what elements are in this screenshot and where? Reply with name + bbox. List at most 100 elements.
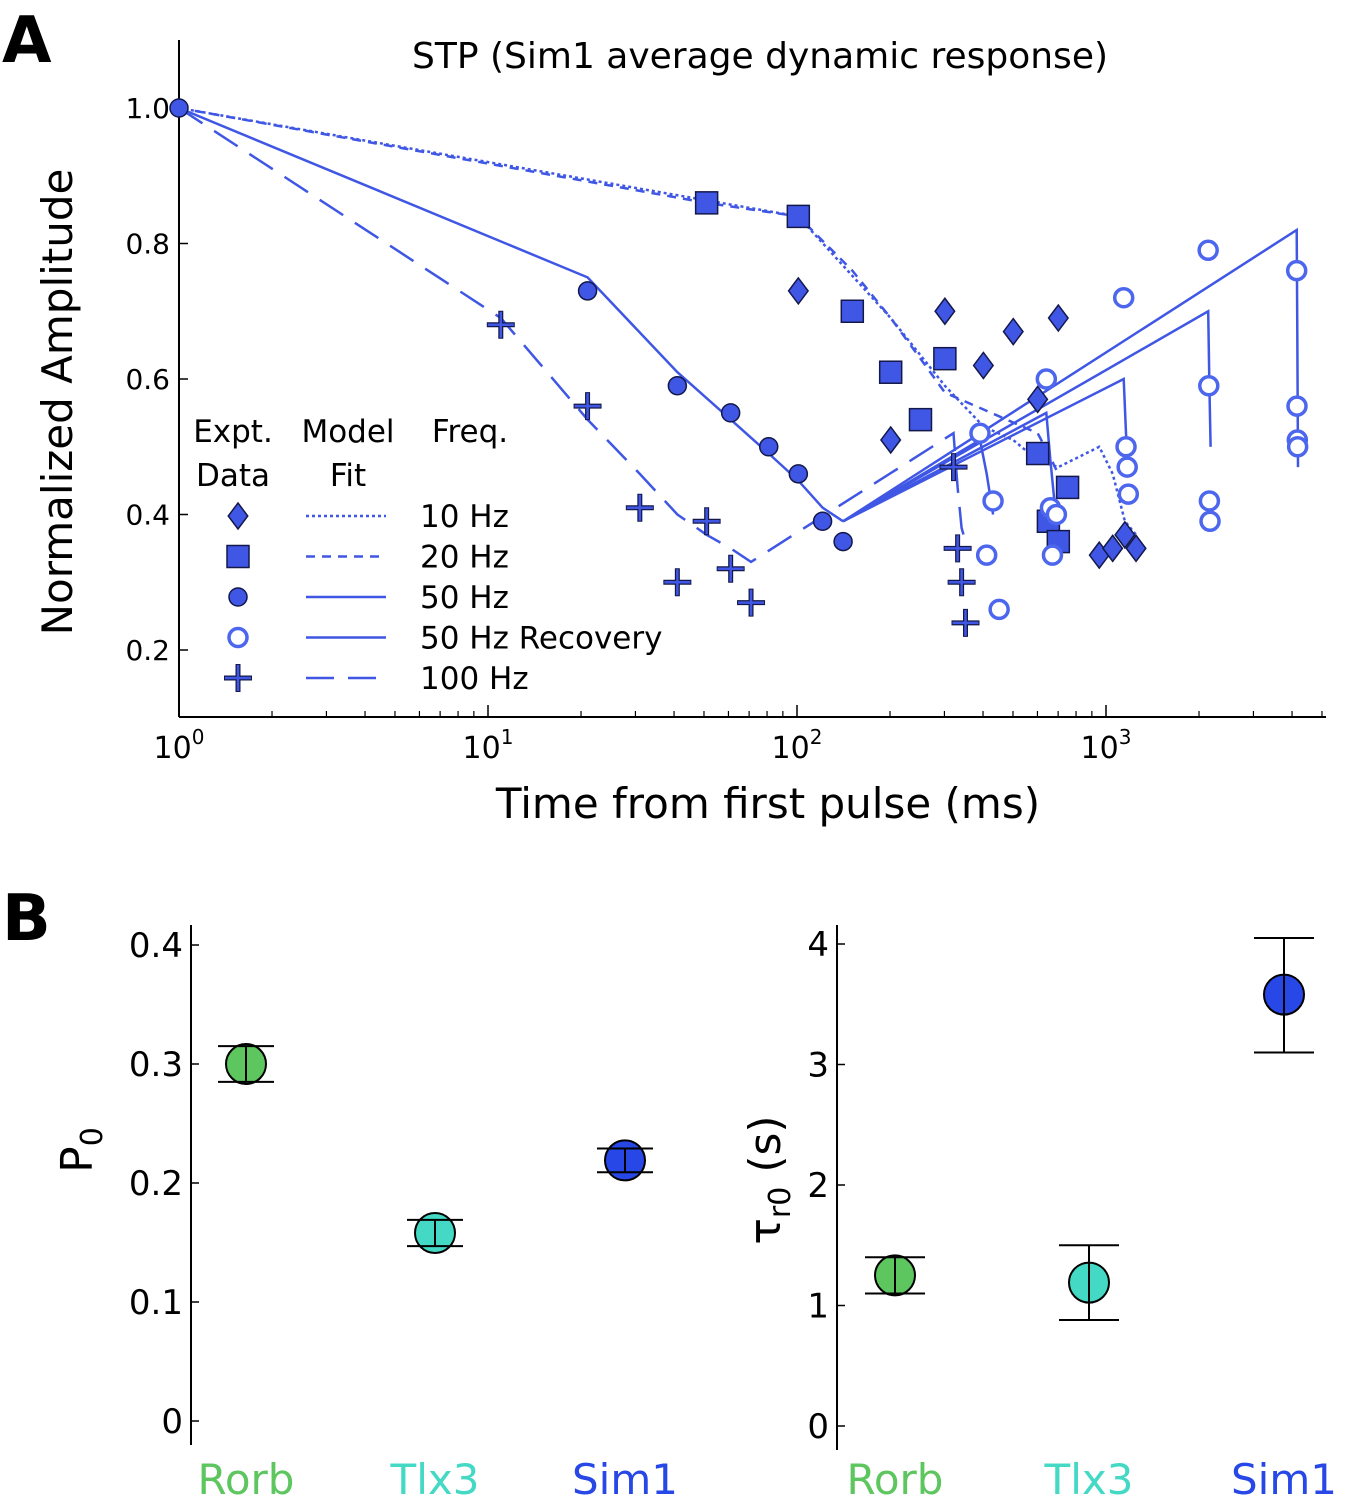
legend-header-data-line2: Data [196, 458, 270, 494]
data-point-50-hz-recovery [1035, 368, 1058, 390]
p0-y-tick-label: 0.1 [129, 1283, 183, 1323]
data-point-100-hz-inner [626, 494, 653, 521]
data-point-100-hz-inner [940, 454, 967, 481]
legend-label-50-hz: 50 Hz [420, 580, 509, 616]
data-point-100-hz-inner [952, 609, 979, 636]
data-point-50-hz-recovery [975, 544, 998, 566]
data-point-50-hz [788, 464, 809, 484]
p0-category-label-tlx3: Tlx3 [390, 1455, 480, 1500]
data-point-10-hz [1114, 520, 1136, 550]
model-line-20-hz [178, 106, 1069, 489]
p0-y-tick-label: 0.2 [129, 1164, 183, 1204]
stp-chart: STP (Sim1 average dynamic response) Norm… [33, 36, 1326, 828]
data-point-20-hz [933, 346, 957, 371]
legend-header-data-line1: Expt. [193, 414, 273, 450]
data-point-50-hz-recovery [969, 422, 991, 444]
data-point-50-hz [667, 376, 688, 396]
data-point-10-hz [1002, 317, 1024, 346]
data-point-50-hz-recovery [1198, 375, 1220, 397]
data-point-20-hz [1025, 441, 1050, 466]
stp-y-tick-label: 0.6 [125, 363, 170, 396]
tau-y-tick-label: 2 [807, 1166, 829, 1206]
model-line-100-hz [178, 106, 967, 564]
data-point-50-hz-recovery [1286, 436, 1309, 458]
data-point-10-hz [1125, 534, 1147, 563]
data-point-10-hz [1047, 303, 1070, 333]
data-point-100-hz-inner [574, 393, 601, 420]
stp-x-tick-label: 100 [154, 725, 205, 766]
model-line-50-hz [178, 106, 844, 523]
model-line-50-hz-recovery [842, 309, 1212, 523]
stp-x-axis-label: Time from first pulse (ms) [495, 779, 1040, 828]
stp-x-tick-label: 102 [772, 725, 823, 766]
data-point-20-hz [840, 299, 865, 323]
data-point-10-hz [972, 351, 995, 380]
stp-legend: Expt. Data Model Fit Freq. 10 Hz 20 Hz 50 … [193, 414, 662, 697]
data-point-50-hz-recovery [988, 598, 1010, 621]
data-point-50-hz-recovery [1117, 483, 1140, 505]
data-point-100-hz-inner [664, 569, 691, 596]
data-point-10-hz [934, 297, 956, 326]
tau-category-label-sim1: Sim1 [1231, 1455, 1337, 1500]
p0-chart: P0 0 0.1 0.2 0.3 0.4 Rorb Tlx3 Sim1 [52, 925, 678, 1500]
data-point-10-hz [787, 276, 810, 306]
legend-marker-50-hz-recovery [227, 626, 249, 649]
legend-header-model-line1: Model [301, 414, 394, 450]
data-point-50-hz-recovery [1285, 259, 1308, 282]
stp-y-axis-label: Normalized Amplitude [33, 169, 82, 636]
data-point-20-hz [908, 407, 933, 432]
stp-x-tick-label: 103 [1081, 725, 1132, 766]
tau-y-tick-label: 3 [807, 1046, 829, 1086]
data-point-50-hz-recovery [1286, 395, 1308, 417]
data-point-100-hz-inner [944, 535, 971, 562]
stp-y-tick-label: 0.8 [125, 228, 170, 261]
legend-label-100-hz: 100 Hz [420, 661, 529, 697]
data-point-20-hz [786, 204, 811, 229]
data-point-100-hz-inner [693, 508, 720, 535]
data-point-20-hz [694, 191, 719, 215]
data-point-50-hz-recovery [1045, 503, 1068, 526]
legend-marker-20-hz [226, 544, 250, 569]
panel-a-label: A [2, 4, 52, 78]
p0-y-tick-label: 0.4 [129, 926, 183, 966]
panel-b-label: B [2, 882, 51, 956]
data-point-50-hz-recovery [982, 490, 1004, 512]
tau-y-tick-label: 1 [807, 1287, 829, 1327]
model-line-10-hz [178, 106, 1138, 536]
tau-y-tick-label: 4 [807, 925, 829, 965]
data-point-100-hz-inner [717, 555, 744, 582]
legend-header-model-line2: Fit [330, 458, 366, 494]
legend-label-50-hz-recovery: 50 Hz Recovery [420, 621, 662, 657]
legend-label-10-hz: 10 Hz [420, 499, 509, 535]
data-point-10-hz [880, 425, 902, 455]
data-point-50-hz [169, 98, 189, 118]
stp-chart-title: STP (Sim1 average dynamic response) [412, 36, 1108, 77]
tau-category-label-rorb: Rorb [847, 1455, 944, 1500]
p0-category-label-sim1: Sim1 [572, 1455, 678, 1500]
p0-y-tick-label: 0 [161, 1402, 183, 1442]
data-point-50-hz [812, 511, 833, 532]
tau-y-tick-label: 0 [807, 1407, 829, 1447]
data-point-100-hz-inner [948, 569, 975, 596]
data-point-50-hz [758, 437, 779, 457]
data-point-50-hz [833, 531, 853, 552]
data-point-50-hz-recovery [1115, 436, 1137, 458]
data-point-20-hz [1055, 475, 1080, 500]
data-point-50-hz [577, 281, 598, 301]
data-point-50-hz-recovery [1116, 456, 1138, 478]
legend-marker-10-hz [227, 501, 249, 531]
data-point-10-hz [1026, 385, 1049, 414]
data-point-10-hz [1101, 534, 1124, 563]
legend-label-20-hz: 20 Hz [420, 540, 509, 576]
stp-y-tick-label: 1.0 [125, 92, 170, 125]
data-point-50-hz-recovery [1112, 286, 1135, 309]
p0-category-label-rorb: Rorb [198, 1455, 295, 1500]
data-point-50-hz-recovery [1199, 510, 1221, 533]
data-point-20-hz [878, 360, 903, 384]
tau-category-label-tlx3: Tlx3 [1044, 1455, 1134, 1500]
legend-marker-50-hz [228, 587, 248, 607]
tau-chart: τr0 (s) 0 1 2 3 4 Rorb Tlx3 Sim1 [740, 925, 1337, 1500]
p0-y-axis-label: P0 [52, 1127, 110, 1173]
data-point-50-hz-recovery [1198, 490, 1221, 512]
stp-y-tick-label: 0.2 [125, 634, 170, 667]
